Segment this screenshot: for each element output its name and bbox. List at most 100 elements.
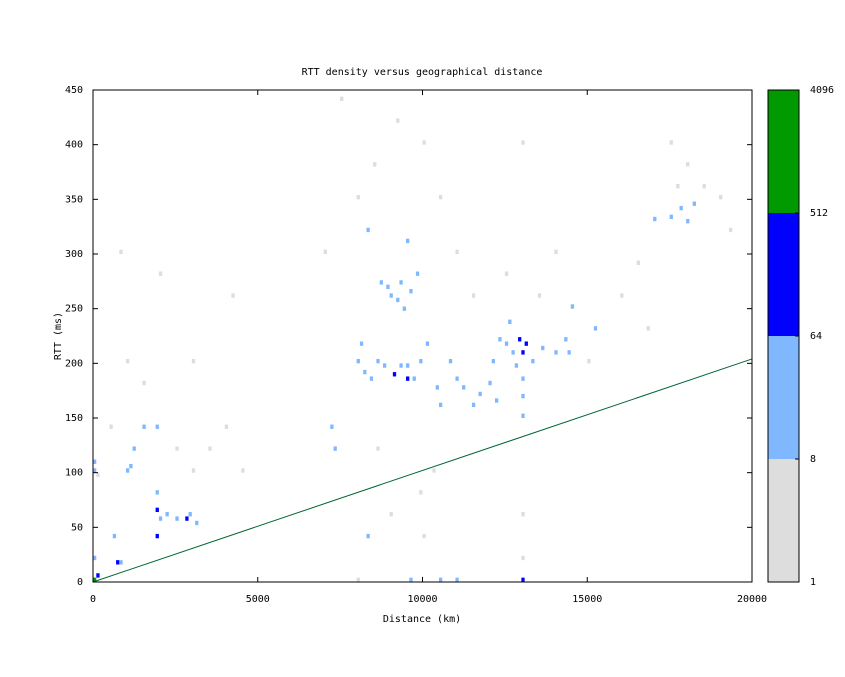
density-cell bbox=[448, 358, 453, 364]
density-cell bbox=[369, 376, 374, 381]
density-cell bbox=[669, 214, 673, 220]
density-cell bbox=[462, 385, 466, 390]
density-cell bbox=[422, 140, 426, 145]
y-tick-label: 150 bbox=[65, 413, 83, 424]
x-axis-label: Distance (km) bbox=[383, 614, 461, 625]
density-cell bbox=[438, 194, 443, 200]
colorbar-band bbox=[768, 213, 799, 336]
density-cell bbox=[676, 184, 680, 189]
y-tick-label: 300 bbox=[65, 249, 83, 260]
density-cell bbox=[142, 380, 146, 386]
density-cell bbox=[155, 507, 159, 513]
reference-line bbox=[92, 358, 753, 583]
colorbar-tick-label: 64 bbox=[810, 331, 822, 342]
density-cell bbox=[514, 363, 519, 368]
density-cell bbox=[93, 459, 97, 464]
density-cell bbox=[508, 319, 512, 324]
colorbar-band bbox=[768, 336, 799, 459]
density-cell bbox=[419, 358, 423, 364]
density-cell bbox=[142, 424, 146, 429]
density-cell bbox=[402, 306, 407, 311]
density-cell bbox=[504, 341, 509, 346]
density-cell bbox=[491, 358, 495, 364]
density-cell bbox=[692, 201, 696, 206]
density-cell bbox=[653, 216, 657, 222]
density-cell bbox=[396, 118, 400, 123]
density-cell bbox=[119, 249, 123, 254]
chart-title: RTT density versus geographical distance bbox=[302, 67, 543, 78]
density-cell bbox=[409, 288, 413, 294]
density-cell bbox=[412, 376, 416, 381]
x-tick-label: 10000 bbox=[407, 594, 437, 605]
density-cell bbox=[554, 249, 558, 254]
density-cell bbox=[389, 512, 393, 517]
density-cell bbox=[537, 293, 542, 298]
density-cell bbox=[587, 358, 591, 364]
density-cell bbox=[175, 516, 179, 521]
density-cell bbox=[521, 512, 525, 517]
density-cell bbox=[419, 490, 423, 495]
density-cell bbox=[521, 393, 525, 399]
density-cell bbox=[191, 358, 196, 364]
density-cell bbox=[386, 284, 390, 289]
density-cell bbox=[376, 446, 380, 451]
density-cell bbox=[188, 512, 192, 517]
density-cell bbox=[93, 555, 97, 561]
density-cell bbox=[399, 363, 403, 368]
density-cell bbox=[415, 271, 420, 276]
density-cell bbox=[432, 468, 436, 473]
density-cell bbox=[373, 162, 377, 167]
y-tick-label: 400 bbox=[65, 140, 83, 151]
y-tick-label: 200 bbox=[65, 358, 83, 369]
density-cell bbox=[158, 271, 163, 276]
density-cell bbox=[323, 249, 327, 254]
density-cell bbox=[132, 446, 136, 451]
density-cell bbox=[96, 472, 100, 478]
density-cell bbox=[366, 227, 370, 233]
density-cell bbox=[702, 184, 706, 189]
density-cell bbox=[109, 424, 113, 429]
density-cell bbox=[521, 577, 525, 582]
density-cell bbox=[231, 293, 235, 298]
density-cell bbox=[158, 516, 163, 521]
y-tick-label: 350 bbox=[65, 194, 83, 205]
density-cell bbox=[116, 560, 120, 565]
density-cell bbox=[531, 358, 535, 364]
density-cell bbox=[366, 533, 370, 539]
density-cell bbox=[406, 363, 410, 368]
density-cell bbox=[195, 520, 199, 526]
density-cell bbox=[406, 238, 410, 244]
density-cell bbox=[422, 533, 426, 539]
density-cell bbox=[511, 350, 515, 355]
density-cell bbox=[155, 533, 159, 539]
density-cell bbox=[494, 398, 499, 403]
density-cell bbox=[488, 380, 492, 386]
density-cell bbox=[518, 337, 522, 342]
x-tick-label: 0 bbox=[90, 594, 96, 605]
density-cell bbox=[379, 280, 383, 285]
density-cell bbox=[455, 577, 459, 582]
density-cell bbox=[521, 376, 525, 381]
y-axis-label: RTT (ms) bbox=[53, 312, 64, 360]
y-tick-label: 250 bbox=[65, 304, 83, 315]
colorbar-tick-label: 8 bbox=[810, 454, 816, 465]
density-cell bbox=[356, 194, 360, 200]
density-cell bbox=[363, 369, 367, 375]
density-cell bbox=[175, 446, 179, 451]
density-cell bbox=[521, 140, 525, 145]
density-cell bbox=[564, 337, 568, 342]
density-cell bbox=[636, 260, 640, 265]
density-cell bbox=[646, 326, 650, 331]
density-cell bbox=[208, 446, 212, 451]
x-tick-label: 5000 bbox=[246, 594, 270, 605]
density-cell bbox=[359, 341, 364, 346]
density-cell bbox=[165, 512, 169, 517]
density-cell bbox=[541, 345, 545, 351]
density-cell bbox=[129, 463, 133, 469]
density-cell bbox=[728, 227, 733, 233]
colorbar-band bbox=[768, 459, 799, 582]
density-cell bbox=[340, 96, 344, 101]
density-cell bbox=[686, 219, 690, 224]
